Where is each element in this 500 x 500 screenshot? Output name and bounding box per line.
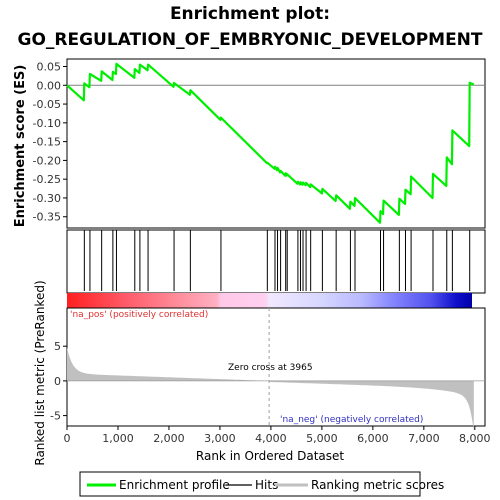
es-y-tick-label: -0.35 [33, 211, 61, 224]
legend: Enrichment profile Hits Ranking metric s… [79, 471, 444, 497]
x-tick-label: 5,000 [306, 432, 338, 445]
x-tick-label: 4,000 [255, 432, 287, 445]
zero-cross-label: Zero cross at 3965 [228, 363, 313, 373]
enrichment-profile-line [66, 62, 475, 224]
es-y-tick-label: -0.30 [33, 192, 61, 205]
x-tick-label: 8,000 [459, 432, 491, 445]
x-tick-label: 7,000 [408, 432, 440, 445]
es-y-tick-label: -0.25 [33, 173, 61, 186]
pos-label: 'na_pos' (positively correlated) [70, 310, 208, 320]
es-y-tick-label: -0.05 [33, 98, 61, 111]
hits-frame [66, 229, 486, 294]
rank-color-band [67, 293, 472, 308]
es-y-tick-label: -0.10 [33, 117, 61, 130]
rank-gradient-bar [67, 293, 472, 308]
legend-box [79, 471, 421, 497]
metric-panel: 50-50 1,000 2,000 3,000 4,000 5,000 6,000 7,000… [50, 307, 491, 445]
x-tick-label: 0 [64, 432, 71, 445]
x-tick-label: 1,000 [102, 432, 134, 445]
es-y-axis-label: Enrichment score (ES) [13, 65, 28, 228]
x-tick-label: 2,000 [153, 432, 185, 445]
legend-profile-label: Enrichment profile [119, 478, 230, 492]
es-y-tick-label: 0.00 [37, 79, 62, 92]
metric-y-tick-label: 0 [54, 375, 61, 388]
x-tick-label: 6,000 [357, 432, 389, 445]
es-y-tick-label: -0.20 [33, 154, 61, 167]
es-plot-frame [66, 58, 486, 229]
es-y-tick-label: 0.05 [37, 61, 62, 74]
metric-y-tick-label: -5 [50, 410, 61, 423]
legend-hits-label: Hits [255, 478, 278, 492]
chart-title-line2: GO_REGULATION_OF_EMBRYONIC_DEVELOPMENT [17, 30, 482, 50]
legend-metric-label: Ranking metric scores [311, 478, 444, 492]
metric-y-tick-label: 5 [54, 340, 61, 353]
x-tick-label: 3,000 [204, 432, 236, 445]
es-y-tick-label: -0.15 [33, 136, 61, 149]
metric-plot-frame [66, 307, 486, 427]
neg-label: 'na_neg' (negatively correlated) [280, 415, 423, 425]
es-panel: 0.05 0.00 -0.05 -0.10 -0.15 -0.20 -0.25 -0.30 -0… [33, 58, 486, 229]
metric-y-axis-label: Ranked list metric (PreRanked) [33, 280, 47, 465]
x-axis-label: Rank in Ordered Dataset [196, 449, 344, 463]
chart-title-line1: Enrichment plot: [170, 4, 330, 24]
hits-panel [66, 229, 486, 294]
